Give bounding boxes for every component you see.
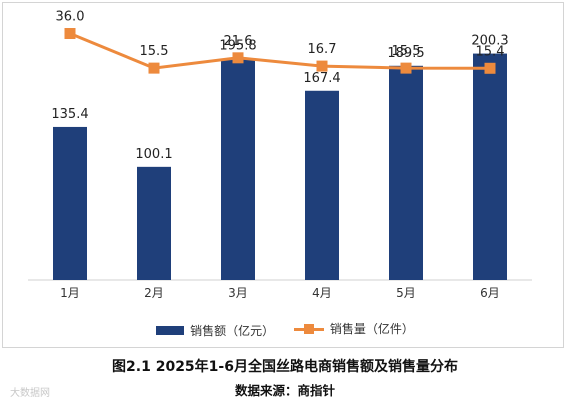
figure-title: 图2.1 2025年1-6月全国丝路电商销售额及销售量分布 <box>112 359 458 375</box>
line-point-5 <box>400 62 412 74</box>
legend-bar-label: 销售额（亿元） <box>190 323 275 338</box>
line-point-6 <box>484 62 496 74</box>
x-tick-label-1: 1月 <box>60 286 80 300</box>
bar-6 <box>473 53 507 280</box>
bar-value-label-5: 189.5 <box>387 46 424 61</box>
x-tick-label-4: 4月 <box>312 286 332 300</box>
bar-value-label-2: 100.1 <box>135 147 172 162</box>
x-tick-labels-layer: 1月 2月 3月 4月 5月 6月 <box>60 286 500 300</box>
line-point-2 <box>148 62 160 74</box>
bar-5 <box>389 65 423 280</box>
legend-line-swatch <box>293 323 324 335</box>
line-value-label-5: 15.5 <box>392 44 421 59</box>
bar-1 <box>53 126 87 280</box>
line-point-1 <box>64 28 76 40</box>
line-value-label-1: 36.0 <box>56 10 85 25</box>
watermark: 大数据网 <box>10 388 50 399</box>
bar-labels-layer: 135.4 100.1 195.8 167.4 189.5 200.3 <box>51 34 508 162</box>
x-tick-label-2: 2月 <box>144 286 164 300</box>
legend-item-volume: 销售量（亿件） <box>293 320 414 337</box>
chart-frame <box>2 2 564 348</box>
bar-value-label-3: 195.8 <box>219 39 256 54</box>
line-value-label-6: 15.4 <box>476 44 505 59</box>
x-tick-label-6: 6月 <box>480 286 500 300</box>
figure-source: 数据来源：商指针 <box>234 383 335 398</box>
x-tick-label-5: 5月 <box>396 286 416 300</box>
bar-value-label-1: 135.4 <box>51 107 88 122</box>
legend-item-sales: 销售额（亿元） <box>156 322 274 339</box>
bar-value-label-4: 167.4 <box>303 71 340 86</box>
legend: 销售额（亿元） 销售量（亿件） <box>0 320 570 339</box>
line-point-3 <box>232 52 244 64</box>
line-value-label-3: 21.6 <box>224 34 253 49</box>
bars-layer <box>28 53 532 281</box>
line-layer <box>64 28 496 74</box>
bar-3 <box>221 58 255 280</box>
legend-line-label: 销售量（亿件） <box>329 322 414 336</box>
bar-4 <box>305 90 339 280</box>
bar-value-label-6: 200.3 <box>471 34 508 49</box>
line-value-label-4: 16.7 <box>308 42 337 57</box>
line-value-label-2: 15.5 <box>140 44 169 59</box>
line-point-4 <box>316 60 328 72</box>
volume-line <box>69 32 491 70</box>
bar-2 <box>137 166 171 280</box>
line-labels-layer: 36.0 15.5 21.6 16.7 15.5 15.4 <box>56 10 505 60</box>
legend-bar-swatch <box>156 325 185 335</box>
x-tick-label-3: 3月 <box>228 286 248 300</box>
